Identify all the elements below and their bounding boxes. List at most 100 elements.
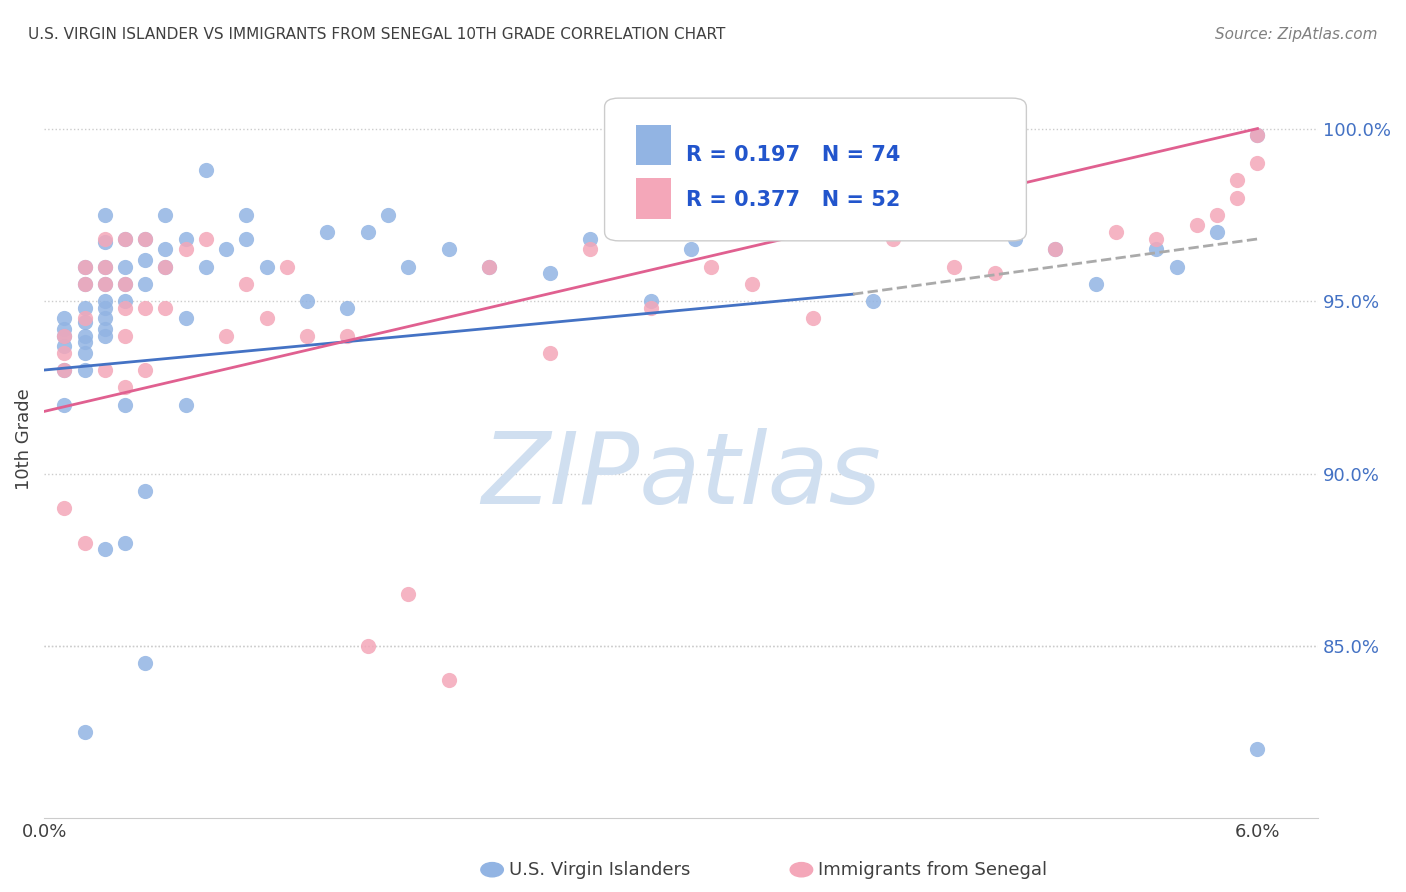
Point	[94, 321, 117, 335]
Point	[155, 301, 177, 315]
Point	[1206, 208, 1229, 222]
Point	[478, 260, 501, 274]
Point	[114, 232, 136, 246]
Point	[336, 301, 359, 315]
Point	[134, 483, 156, 498]
Point	[1226, 190, 1249, 204]
Point	[94, 232, 117, 246]
Point	[114, 277, 136, 291]
Point	[53, 311, 76, 326]
Point	[1246, 128, 1268, 143]
Point	[943, 225, 966, 239]
Point	[73, 277, 96, 291]
Point	[1246, 156, 1268, 170]
Point	[256, 311, 278, 326]
Text: ZIPatlas: ZIPatlas	[481, 428, 882, 525]
Point	[215, 328, 238, 343]
Point	[862, 294, 884, 309]
Point	[114, 398, 136, 412]
Point	[134, 277, 156, 291]
Point	[640, 301, 662, 315]
Point	[73, 335, 96, 350]
Point	[437, 243, 460, 257]
Point	[134, 252, 156, 267]
Point	[357, 639, 380, 653]
Point	[194, 232, 217, 246]
Point	[174, 232, 197, 246]
Point	[437, 673, 460, 688]
Text: Source: ZipAtlas.com: Source: ZipAtlas.com	[1215, 27, 1378, 42]
Point	[1144, 243, 1167, 257]
Point	[538, 267, 561, 281]
Point	[73, 301, 96, 315]
Point	[134, 657, 156, 671]
Point	[882, 232, 904, 246]
Point	[114, 260, 136, 274]
Point	[741, 277, 763, 291]
Point	[478, 260, 501, 274]
Point	[174, 243, 197, 257]
Point	[801, 311, 824, 326]
Point	[295, 328, 318, 343]
Point	[114, 294, 136, 309]
Point	[215, 243, 238, 257]
Point	[94, 208, 117, 222]
Point	[1004, 232, 1026, 246]
Point	[73, 277, 96, 291]
Point	[94, 328, 117, 343]
Point	[94, 294, 117, 309]
Point	[114, 232, 136, 246]
Point	[235, 208, 257, 222]
Point	[114, 277, 136, 291]
Point	[114, 380, 136, 394]
Point	[741, 225, 763, 239]
Point	[73, 315, 96, 329]
Point	[134, 232, 156, 246]
Point	[53, 501, 76, 516]
Point	[1045, 243, 1067, 257]
Point	[114, 328, 136, 343]
Point	[1084, 277, 1107, 291]
Point	[94, 363, 117, 377]
Point	[276, 260, 298, 274]
Point	[1226, 173, 1249, 187]
Point	[1166, 260, 1188, 274]
Point	[842, 173, 865, 187]
Point	[94, 260, 117, 274]
Point	[295, 294, 318, 309]
Point	[53, 328, 76, 343]
Point	[700, 260, 723, 274]
Point	[396, 260, 419, 274]
Point	[114, 535, 136, 549]
Point	[155, 260, 177, 274]
Y-axis label: 10th Grade: 10th Grade	[15, 388, 32, 490]
Point	[94, 542, 117, 557]
Point	[73, 346, 96, 360]
Point	[155, 243, 177, 257]
Point	[53, 328, 76, 343]
Point	[579, 232, 602, 246]
Point	[73, 260, 96, 274]
Point	[53, 398, 76, 412]
Point	[174, 311, 197, 326]
Point	[194, 260, 217, 274]
Point	[316, 225, 339, 239]
Point	[235, 232, 257, 246]
Point	[53, 321, 76, 335]
Point	[53, 363, 76, 377]
Point	[53, 363, 76, 377]
Point	[94, 260, 117, 274]
Text: U.S. Virgin Islanders: U.S. Virgin Islanders	[509, 861, 690, 879]
Point	[134, 301, 156, 315]
Point	[73, 363, 96, 377]
Point	[114, 301, 136, 315]
Point	[943, 260, 966, 274]
Text: R = 0.197   N = 74: R = 0.197 N = 74	[686, 145, 900, 164]
Point	[983, 218, 1005, 232]
Point	[73, 260, 96, 274]
Point	[73, 311, 96, 326]
Point	[983, 267, 1005, 281]
Point	[256, 260, 278, 274]
Point	[94, 311, 117, 326]
Point	[336, 328, 359, 343]
